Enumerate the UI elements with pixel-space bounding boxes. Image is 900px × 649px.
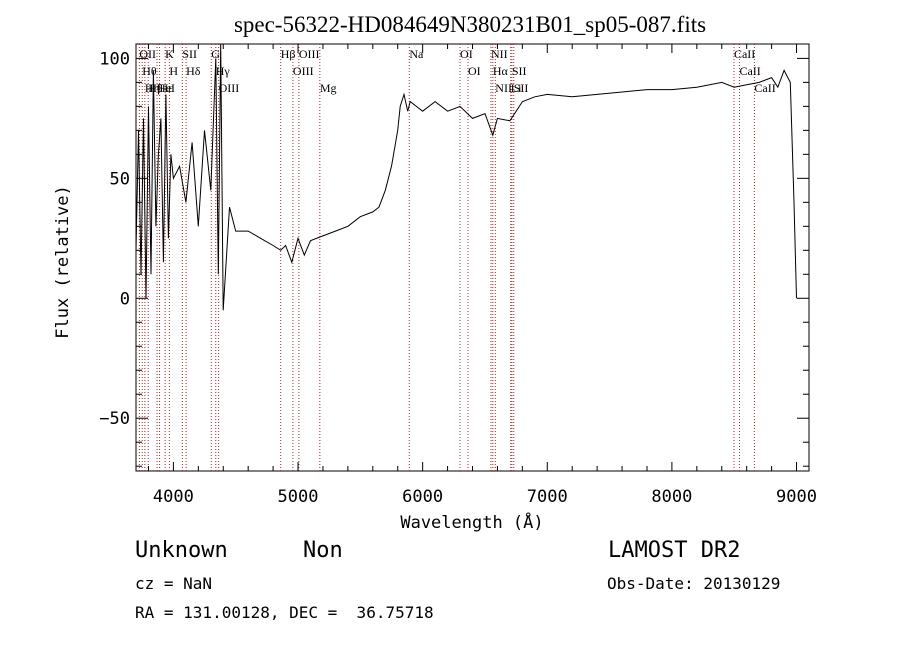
chart-title: spec-56322-HD084649N380231B01_sp05-087.f… [234, 12, 706, 37]
cz-value: cz = NaN [135, 574, 213, 593]
line-marker-label: NII [495, 81, 512, 95]
line-marker-label: Hε [160, 81, 174, 95]
line-marker-label: SII [182, 47, 197, 61]
line-marker-label: SII [514, 81, 529, 95]
line-marker-label: OIII [219, 81, 240, 95]
line-marker-label: HeI [157, 81, 175, 95]
x-tick-label: 8000 [651, 487, 692, 507]
line-marker-label: Na [409, 47, 424, 61]
line-marker-label: OI [468, 64, 481, 78]
line-marker-label: G [211, 47, 220, 61]
obs-date: Obs-Date: 20130129 [607, 574, 781, 593]
line-marker-label: OII [139, 47, 156, 61]
x-axis-label: Wavelength (Å) [400, 511, 543, 533]
line-marker-label: Hα [493, 64, 509, 78]
coordinates: RA = 131.00128, DEC = 36.75718 [135, 603, 434, 622]
survey-name: LAMOST DR2 [608, 538, 741, 563]
line-marker-label: NII [491, 47, 508, 61]
plot-frame [135, 43, 810, 472]
x-axis-ticks: 4000 5000 6000 7000 8000 9000 [147, 44, 817, 507]
x-tick-label: 5000 [278, 487, 319, 507]
line-marker-label: CaII [739, 64, 760, 78]
line-marker-label: CaII [754, 81, 775, 95]
y-axis-label: Flux (relative) [53, 185, 73, 339]
y-tick-label: −50 [99, 409, 130, 429]
y-tick-label: 0 [120, 289, 130, 309]
x-tick-label: 9000 [776, 487, 817, 507]
line-marker-label: Hθ [148, 81, 163, 95]
line-marker-label: Hβ [281, 47, 296, 61]
y-axis-ticks: −50 0 50 100 [99, 49, 809, 467]
line-markers [138, 44, 755, 471]
line-marker-label: Mg [320, 81, 337, 95]
x-tick-label: 4000 [153, 487, 194, 507]
line-marker-label: K [165, 47, 174, 61]
line-marker-label: CaII [734, 47, 755, 61]
line-marker-label: OI [460, 47, 473, 61]
line-marker-label: SII [512, 64, 527, 78]
line-marker-label: Hδ [186, 64, 201, 78]
line-marker-label: Hη [145, 81, 160, 95]
y-tick-label: 50 [110, 169, 130, 189]
x-tick-label: 6000 [402, 487, 443, 507]
line-marker-labels: OIIHθHηHθHeIHεKHSIIHδGHγOIIIHβOIIIOIIIMg… [139, 47, 775, 95]
y-tick-label: 100 [99, 49, 130, 69]
line-marker-label: Li [511, 81, 522, 95]
line-marker-label: OIII [299, 47, 320, 61]
spectrum-line [135, 43, 797, 311]
line-marker-label: H [169, 64, 178, 78]
object-subclass: Non [303, 538, 343, 563]
line-marker-label: Hγ [216, 64, 231, 78]
x-tick-label: 7000 [527, 487, 568, 507]
object-class: Unknown [135, 538, 228, 563]
line-marker-label: Hθ [142, 64, 157, 78]
line-marker-label: OIII [293, 64, 314, 78]
